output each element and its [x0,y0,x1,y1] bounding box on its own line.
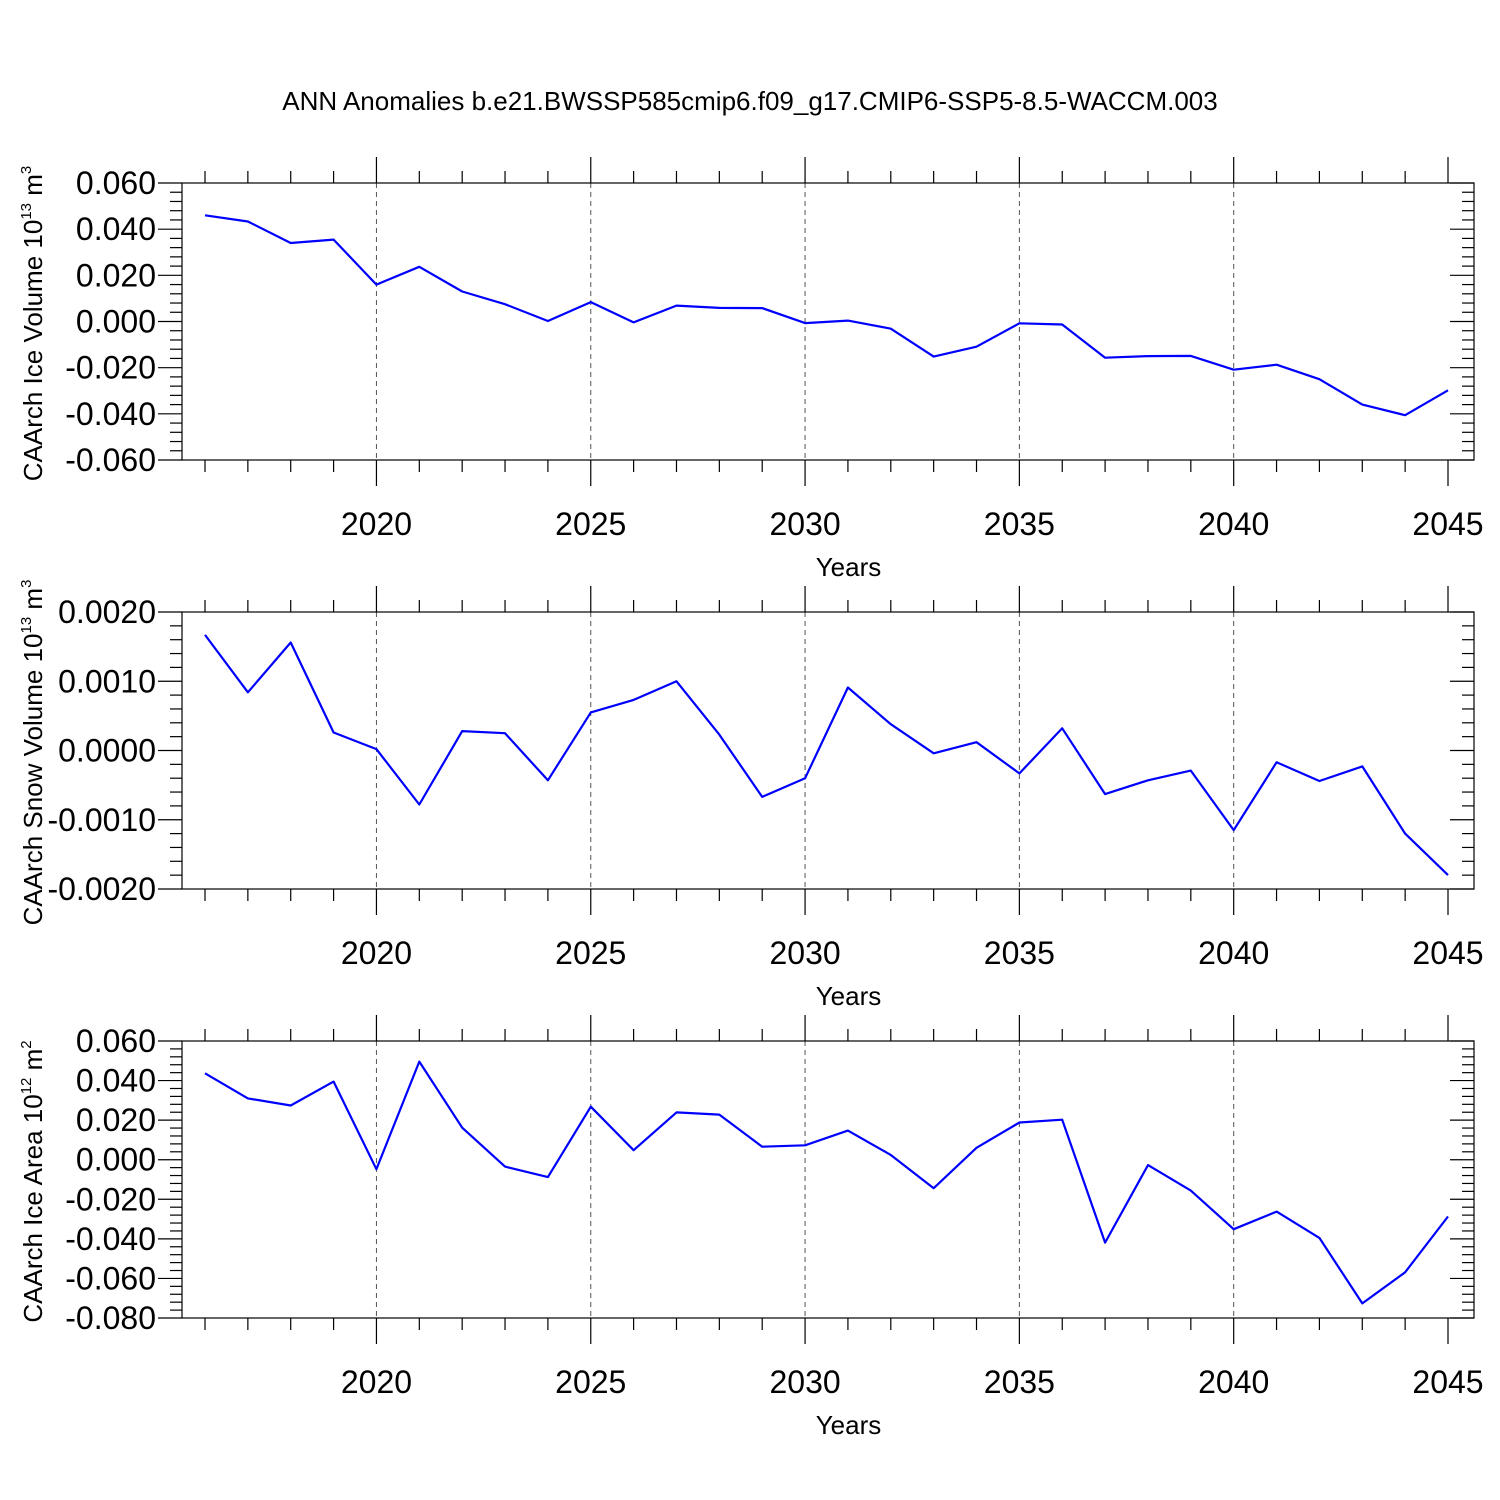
x-tick-label: 2045 [1412,1364,1483,1400]
chart-panel-1: 0.060 0.040 0.020 0.000 -0.020 -0.040 -0.060 20… [18,157,1484,582]
y-tick-label: -0.0010 [47,802,156,838]
x-tick-label: 2040 [1198,935,1269,971]
y-axis-label-unit-exponent: 2 [18,1040,35,1048]
series-line-1 [204,634,1449,876]
figure-title: ANN Anomalies b.e21.BWSSP585cmip6.f09_g1… [282,86,1217,116]
y-axis-label-text: CAArch Snow Volume 10 [18,633,48,925]
y-axis-label: CAArch Ice Volume 1013 m3 [18,166,48,482]
y-axis-label-text: CAArch Ice Volume 10 [18,220,48,482]
y-tick-label: -0.0020 [47,871,156,907]
y-axis-label: CAArch Ice Area 1012 m2 [18,1040,48,1322]
y-axis-label-exponent: 12 [18,1078,35,1095]
x-tick-label: 2040 [1198,506,1269,542]
y-tick-label: -0.040 [65,1221,156,1257]
y-axis-label-exponent: 13 [18,617,35,634]
y-tick-label: 0.0020 [58,594,156,630]
y-tick-label: -0.060 [65,442,156,478]
y-axis-label-unit: m [18,588,48,617]
y-tick-label: -0.020 [65,350,156,386]
y-axis-label-exponent: 13 [18,203,35,220]
chart-panels: 0.0600.0400.0200.000-0.020-0.040-0.06020… [18,157,1484,1440]
x-tick-label: 2045 [1412,506,1483,542]
y-tick-label: 0.0010 [58,663,156,699]
y-tick-label: 0.0000 [58,733,156,769]
x-axis-label: Years [816,981,882,1011]
y-tick-label: -0.020 [65,1181,156,1217]
y-tick-label: 0.000 [76,1142,156,1178]
chart-panel-2: 0.0020 0.0010 0.0000 -0.0010 -0.0020 2020 2025… [18,580,1484,1011]
y-tick-label: 0.020 [76,1102,156,1138]
y-axis-label-unit-exponent: 3 [18,580,35,588]
x-tick-label: 2025 [555,935,626,971]
series-line-1 [204,214,1449,417]
y-tick-label: 0.000 [76,304,156,340]
y-tick-label: 0.020 [76,257,156,293]
y-tick-label: -0.060 [65,1260,156,1296]
plot-frame [181,611,1475,890]
x-tick-label: 2020 [341,1364,412,1400]
x-tick-label: 2030 [769,506,840,542]
y-tick-label: -0.040 [65,396,156,432]
x-tick-label: 2020 [341,506,412,542]
y-tick-label: 0.060 [76,165,156,201]
x-tick-label: 2035 [984,506,1055,542]
x-tick-label: 2045 [1412,935,1483,971]
y-tick-label: 0.040 [76,1063,156,1099]
x-tick-label: 2035 [984,1364,1055,1400]
x-tick-label: 2020 [341,935,412,971]
y-axis-label-unit: m [18,174,48,203]
x-tick-label: 2035 [984,935,1055,971]
x-axis-label: Years [816,552,882,582]
x-tick-label: 2040 [1198,1364,1269,1400]
y-axis-label-unit-exponent: 3 [18,166,35,174]
plot-frame [181,1040,1475,1319]
x-tick-label: 2030 [769,1364,840,1400]
y-axis-label-unit: m [18,1049,48,1078]
y-axis-label-text: CAArch Ice Area 10 [18,1094,48,1322]
x-tick-label: 2030 [769,935,840,971]
series-line-1 [204,1060,1449,1305]
y-tick-label: 0.040 [76,211,156,247]
x-tick-label: 2025 [555,506,626,542]
x-axis-label: Years [816,1410,882,1440]
x-tick-label: 2025 [555,1364,626,1400]
y-axis-label: CAArch Snow Volume 1013 m3 [18,580,48,926]
y-tick-label: 0.060 [76,1023,156,1059]
y-tick-label: -0.080 [65,1300,156,1336]
